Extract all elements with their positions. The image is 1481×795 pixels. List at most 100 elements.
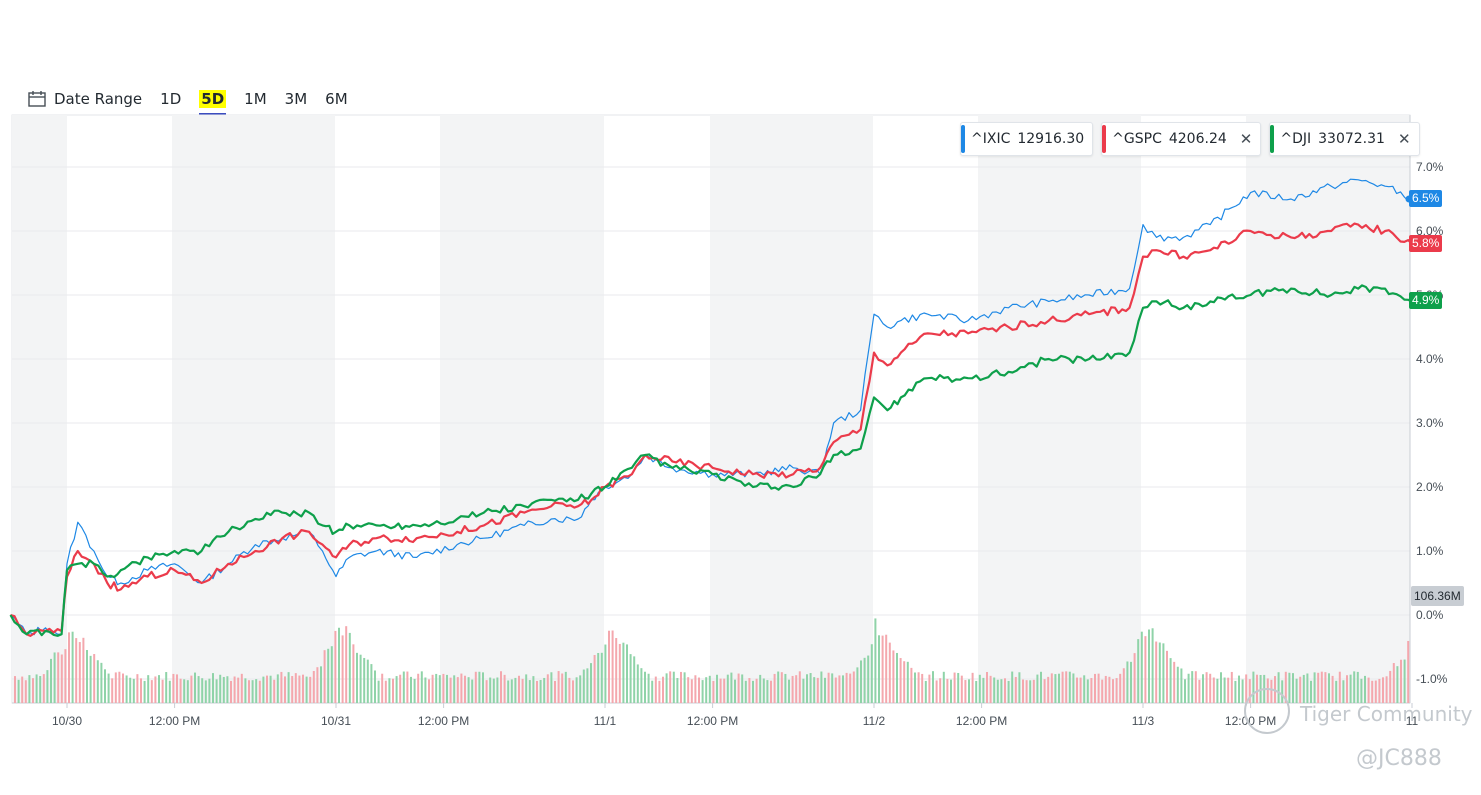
volume-bar (741, 674, 744, 703)
volume-bar (60, 654, 63, 703)
volume-bar (964, 680, 967, 703)
volume-bar (885, 634, 888, 703)
range-1m-label: 1M (244, 90, 267, 108)
legend-chip-dji[interactable]: ^DJI 33072.31 ✕ (1269, 122, 1420, 156)
volume-bar (395, 676, 398, 703)
volume-bar (183, 679, 186, 703)
volume-bar (719, 678, 722, 703)
volume-bar (957, 672, 960, 703)
legend-chip-gspc[interactable]: ^GSPC 4206.24 ✕ (1101, 122, 1262, 156)
volume-bar (1133, 653, 1136, 703)
volume-bar (1248, 679, 1251, 703)
y-tick-label: 1.0% (1416, 544, 1444, 558)
close-icon[interactable]: ✕ (1397, 130, 1411, 148)
volume-bar (104, 669, 106, 703)
volume-bar (705, 677, 708, 703)
volume-bar (1346, 675, 1348, 703)
range-6m-button[interactable]: 6M (325, 90, 348, 108)
volume-bar (525, 674, 528, 703)
volume-bar (1000, 679, 1003, 703)
volume-bar (1036, 674, 1039, 703)
volume-bar (471, 679, 474, 703)
volume-bar (1162, 643, 1165, 703)
volume-bar (543, 677, 546, 703)
volume-bar (1068, 671, 1071, 703)
volume-bar (579, 675, 582, 703)
volume-bar (50, 658, 52, 703)
volume-bar (114, 672, 117, 703)
volume-bar (266, 675, 268, 703)
volume-bar (399, 674, 402, 703)
volume-bar (1209, 673, 1212, 703)
volume-bar (482, 672, 484, 703)
volume-bar (784, 673, 787, 703)
volume-bar (1079, 677, 1082, 703)
close-icon[interactable]: ✕ (1239, 130, 1253, 148)
volume-bar (208, 678, 211, 703)
y-tick-label: 4.0% (1416, 352, 1444, 366)
range-1m-button[interactable]: 1M (244, 90, 267, 108)
volume-bar (24, 680, 27, 703)
volume-bar (215, 679, 218, 703)
volume-bar (280, 671, 283, 703)
volume-bar (816, 677, 819, 703)
volume-bar (780, 672, 783, 703)
volume-bar (744, 680, 747, 703)
volume-badge: 106.36M (1411, 586, 1464, 606)
volume-bar (348, 632, 351, 703)
volume-bar (320, 666, 322, 703)
volume-bar (1104, 675, 1107, 703)
volume-bar (1252, 671, 1255, 703)
volume-bar (834, 677, 837, 703)
date-range-button[interactable]: Date Range (28, 90, 142, 108)
volume-bar (125, 675, 128, 703)
volume-bar (1198, 679, 1201, 703)
volume-bar (1151, 628, 1154, 703)
volume-bar (1090, 678, 1093, 703)
volume-bar (996, 679, 999, 703)
volume-bar (89, 655, 92, 703)
volume-bar (1338, 671, 1341, 703)
volume-bar (1302, 674, 1305, 703)
volume-bar (640, 668, 643, 703)
volume-bar (291, 676, 294, 703)
volume-bar (287, 672, 290, 703)
volume-bar (755, 678, 758, 703)
volume-bar (1119, 673, 1122, 703)
volume-bar (752, 680, 754, 703)
volume-bar (194, 672, 196, 703)
volume-bar (435, 673, 438, 703)
volume-bar (723, 678, 726, 703)
volume-bar (1216, 678, 1219, 703)
volume-bar (590, 663, 592, 703)
volume-bar (449, 677, 452, 703)
legend-value-ixic: 12916.30 (1017, 131, 1085, 147)
volume-bar (849, 673, 852, 703)
volume-bar (82, 637, 85, 703)
volume-bar (942, 671, 945, 703)
legend-chip-ixic[interactable]: ^IXIC 12916.30 (960, 122, 1094, 156)
volume-bar (330, 646, 333, 703)
volume-bar (352, 644, 355, 703)
volume-bar (118, 671, 121, 703)
volume-bar (17, 679, 20, 703)
volume-bar (28, 675, 31, 703)
volume-bar (680, 671, 682, 703)
range-3m-button[interactable]: 3M (285, 90, 308, 108)
volume-bar (971, 672, 974, 703)
range-1d-button[interactable]: 1D (160, 90, 181, 108)
volume-bar (377, 680, 380, 703)
volume-bar (1169, 658, 1172, 703)
volume-bar (626, 644, 628, 703)
volume-bar (528, 680, 531, 703)
volume-bar (608, 630, 610, 703)
volume-bar (86, 650, 88, 703)
volume-bar (219, 674, 222, 703)
volume-bar (1022, 679, 1024, 703)
volume-bar (550, 672, 553, 703)
volume-bar (1382, 677, 1384, 703)
volume-bar (1144, 636, 1147, 703)
volume-bar (1288, 672, 1291, 703)
volume-bar (1176, 666, 1179, 703)
